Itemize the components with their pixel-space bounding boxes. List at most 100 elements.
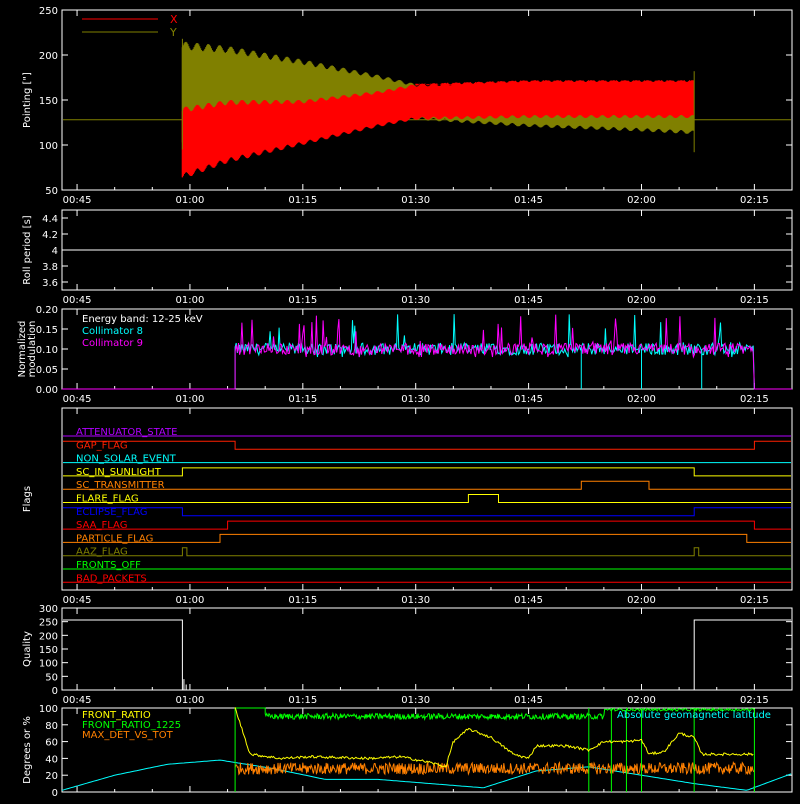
xtick-label-0-0: 00:45: [63, 195, 92, 206]
flag-trace-sc-transmitter: [63, 480, 791, 490]
ytick-label-2-1: 0.05: [36, 365, 58, 376]
xtick-label-4-3: 01:30: [401, 695, 430, 706]
ytick-label-0-4: 250: [39, 6, 58, 17]
xtick-label-3-2: 01:15: [288, 595, 317, 606]
xtick-label-0-5: 02:00: [627, 195, 656, 206]
series-max-det-vs-tot: [234, 760, 755, 776]
xtick-label-3-3: 01:30: [401, 595, 430, 606]
ytick-label-5-5: 100: [39, 704, 58, 715]
flag-label-particle-flag: PARTICLE_FLAG: [76, 533, 153, 544]
flag-label-gap-flag: GAP_FLAG: [76, 440, 128, 451]
plot-frame-5: [61, 707, 793, 793]
ylabel-1: Roll period [s]: [22, 215, 33, 284]
series-geomagnetic-latitude: [61, 759, 792, 791]
xtick-label-1-4: 01:45: [514, 295, 543, 306]
ytick-label-0-2: 150: [39, 96, 58, 107]
ytick-label-4-4: 200: [39, 631, 58, 642]
legend-label-front-ratio: FRONT_RATIO: [82, 710, 151, 721]
flag-trace-particle-flag: [63, 533, 791, 543]
quality-spikes: [183, 679, 187, 690]
xtick-label-4-5: 02:00: [627, 695, 656, 706]
xtick-label-3-1: 01:00: [176, 595, 205, 606]
flag-trace-flare-flag: [63, 494, 791, 503]
flag-label-non-solar-event: NON_SOLAR_EVENT: [76, 454, 177, 465]
series-modulation-collimator-9: [62, 314, 792, 390]
xtick-label-2-2: 01:15: [288, 394, 317, 405]
xtick-label-0-3: 01:30: [401, 195, 430, 206]
quality-trace: [63, 619, 791, 691]
xtick-label-0-6: 02:15: [740, 195, 769, 206]
legend-label-y: Y: [169, 26, 177, 39]
ytick-label-5-4: 80: [45, 721, 58, 732]
flag-label-sc-transmitter: SC_TRANSMITTER: [76, 480, 165, 491]
xtick-label-0-1: 01:00: [176, 195, 205, 206]
xtick-label-1-3: 01:30: [401, 295, 430, 306]
xtick-label-2-6: 02:15: [740, 394, 769, 405]
flag-trace-gap-flag: [63, 440, 791, 450]
ytick-label-4-6: 300: [39, 604, 58, 615]
series-front-ratio: [234, 707, 754, 768]
ylabel-0: Pointing ["]: [22, 72, 33, 128]
xtick-label-2-3: 01:30: [401, 394, 430, 405]
xtick-label-1-0: 00:45: [63, 295, 92, 306]
ytick-label-4-3: 150: [39, 645, 58, 656]
xtick-label-1-5: 02:00: [627, 295, 656, 306]
xtick-label-1-6: 02:15: [740, 295, 769, 306]
xtick-label-4-1: 01:00: [176, 695, 205, 706]
ytick-label-1-2: 4: [52, 246, 58, 257]
flag-label-bad-packets: BAD_PACKETS: [76, 573, 147, 584]
series-front-ratio-1225: [234, 707, 755, 792]
xtick-label-3-6: 02:15: [740, 595, 769, 606]
ytick-label-0-3: 200: [39, 51, 58, 62]
legend-label-collimator-9: Collimator 9: [82, 338, 143, 349]
ytick-label-2-3: 0.15: [36, 325, 58, 336]
series-modulation-collimator-8: [62, 314, 792, 390]
flag-label-saa-flag: SAA_FLAG: [76, 520, 127, 531]
xtick-label-4-2: 01:15: [288, 695, 317, 706]
series-band-x-upper: [415, 80, 694, 90]
ylabel-4: Quality: [22, 631, 33, 667]
ylabel-2-b: modulation: [27, 321, 38, 378]
xtick-label-3-5: 02:00: [627, 595, 656, 606]
flag-label-sc-in-sunlight: SC_IN_SUNLIGHT: [76, 467, 162, 478]
ylabel-2: Normalized: [17, 321, 28, 378]
flag-trace-saa-flag: [63, 520, 791, 530]
legend-label-collimator-8: Collimator 8: [82, 326, 143, 337]
flag-label-aaz-flag: AAZ_FLAG: [76, 547, 128, 558]
ytick-label-1-0: 3.6: [42, 278, 58, 289]
legend-label-max-det-vs-tot: MAX_DET_VS_TOT: [82, 730, 174, 741]
ytick-label-4-0: 0: [52, 686, 58, 697]
xtick-label-4-4: 01:45: [514, 695, 543, 706]
xtick-label-3-4: 01:45: [514, 595, 543, 606]
xtick-label-3-0: 00:45: [63, 595, 92, 606]
ytick-label-4-2: 100: [39, 659, 58, 670]
flag-label-attenuator-state: ATTENUATOR_STATE: [76, 427, 177, 438]
ytick-label-5-3: 60: [45, 738, 58, 749]
flag-trace-aaz-flag: [63, 547, 791, 557]
ytick-label-1-1: 3.8: [42, 262, 58, 273]
ytick-label-5-0: 0: [52, 788, 58, 799]
ytick-label-4-5: 250: [39, 618, 58, 629]
ytick-label-4-1: 50: [45, 672, 58, 683]
ytick-label-1-4: 4.4: [42, 214, 58, 225]
flag-label-fronts-off: FRONTS_OFF: [76, 560, 141, 571]
plot-frame-3: [61, 407, 793, 591]
ytick-label-2-0: 0.00: [36, 385, 58, 396]
xtick-label-2-1: 01:00: [176, 394, 205, 405]
ytick-label-2-2: 0.10: [36, 345, 58, 356]
modulation-annotation: Energy band: 12-25 keV: [82, 314, 203, 325]
ytick-label-1-3: 4.2: [42, 230, 58, 241]
ytick-label-5-2: 40: [45, 754, 58, 765]
legend-label-geomagnetic-latitude: Absolute geomagnetic latitude: [617, 710, 771, 721]
ytick-label-0-1: 100: [39, 141, 58, 152]
legend-label-x: X: [170, 13, 178, 26]
xtick-label-4-6: 02:15: [740, 695, 769, 706]
xtick-label-1-2: 01:15: [288, 295, 317, 306]
xtick-label-2-5: 02:00: [627, 394, 656, 405]
xtick-label-1-1: 01:00: [176, 295, 205, 306]
flag-label-eclipse-flag: ECLIPSE_FLAG: [76, 507, 147, 518]
xtick-label-2-0: 00:45: [63, 394, 92, 405]
flag-label-flare-flag: FLARE_FLAG: [76, 494, 139, 505]
xtick-label-4-0: 00:45: [63, 695, 92, 706]
